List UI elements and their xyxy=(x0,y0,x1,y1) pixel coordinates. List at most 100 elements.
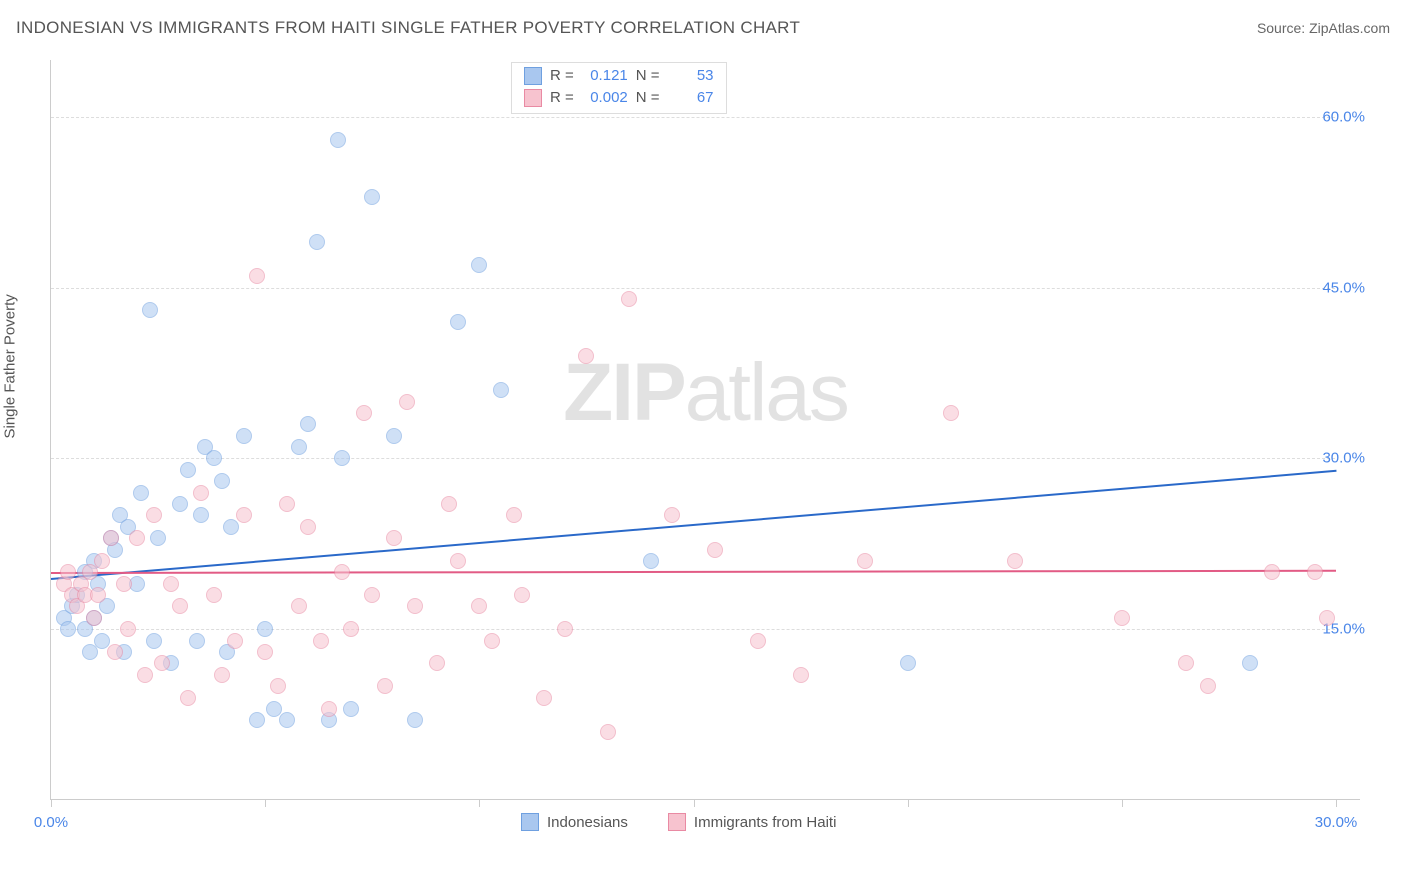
data-point xyxy=(133,485,149,501)
data-point xyxy=(300,416,316,432)
data-point xyxy=(857,553,873,569)
legend-swatch-blue-icon xyxy=(521,813,539,831)
data-point xyxy=(643,553,659,569)
data-point xyxy=(116,576,132,592)
data-point xyxy=(206,450,222,466)
data-point xyxy=(214,667,230,683)
data-point xyxy=(407,712,423,728)
data-point xyxy=(1200,678,1216,694)
data-point xyxy=(514,587,530,603)
data-point xyxy=(270,678,286,694)
data-point xyxy=(146,507,162,523)
data-point xyxy=(399,394,415,410)
data-point xyxy=(120,621,136,637)
data-point xyxy=(356,405,372,421)
data-point xyxy=(309,234,325,250)
x-tick xyxy=(265,799,266,807)
y-tick-label: 60.0% xyxy=(1322,108,1365,125)
data-point xyxy=(279,712,295,728)
legend-n-label: N = xyxy=(636,87,660,109)
data-point xyxy=(441,496,457,512)
data-point xyxy=(137,667,153,683)
legend-r-label: R = xyxy=(550,65,574,87)
data-point xyxy=(236,507,252,523)
data-point xyxy=(257,644,273,660)
data-point xyxy=(163,576,179,592)
x-tick-label: 30.0% xyxy=(1315,814,1358,831)
data-point xyxy=(1319,610,1335,626)
source-name: ZipAtlas.com xyxy=(1309,20,1390,36)
data-point xyxy=(180,462,196,478)
data-point xyxy=(129,530,145,546)
data-point xyxy=(146,633,162,649)
x-tick xyxy=(1122,799,1123,807)
source-label: Source: xyxy=(1257,20,1305,36)
legend-row-haiti: R = 0.002 N = 67 xyxy=(524,87,714,109)
data-point xyxy=(1307,564,1323,580)
legend-row-indonesians: R = 0.121 N = 53 xyxy=(524,65,714,87)
data-point xyxy=(621,291,637,307)
legend-r-value-1: 0.002 xyxy=(582,87,628,109)
data-point xyxy=(90,587,106,603)
data-point xyxy=(227,633,243,649)
legend-label-0: Indonesians xyxy=(547,814,628,831)
data-point xyxy=(1242,655,1258,671)
data-point xyxy=(386,428,402,444)
data-point xyxy=(664,507,680,523)
gridline xyxy=(51,458,1335,459)
data-point xyxy=(471,257,487,273)
data-point xyxy=(536,690,552,706)
data-point xyxy=(377,678,393,694)
chart-source: Source: ZipAtlas.com xyxy=(1257,20,1390,36)
data-point xyxy=(600,724,616,740)
trendline xyxy=(51,570,1336,574)
data-point xyxy=(150,530,166,546)
data-point xyxy=(180,690,196,706)
data-point xyxy=(343,701,359,717)
gridline xyxy=(51,288,1335,289)
legend-label-1: Immigrants from Haiti xyxy=(694,814,837,831)
data-point xyxy=(86,610,102,626)
x-tick xyxy=(694,799,695,807)
data-point xyxy=(330,132,346,148)
data-point xyxy=(1114,610,1130,626)
data-point xyxy=(506,507,522,523)
y-tick-label: 45.0% xyxy=(1322,279,1365,296)
data-point xyxy=(172,496,188,512)
data-point xyxy=(364,587,380,603)
data-point xyxy=(214,473,230,489)
data-point xyxy=(450,314,466,330)
trendline xyxy=(51,470,1336,580)
data-point xyxy=(450,553,466,569)
data-point xyxy=(291,439,307,455)
chart-header: INDONESIAN VS IMMIGRANTS FROM HAITI SING… xyxy=(16,18,1390,38)
data-point xyxy=(236,428,252,444)
y-tick-label: 30.0% xyxy=(1322,450,1365,467)
data-point xyxy=(193,485,209,501)
data-point xyxy=(82,644,98,660)
data-point xyxy=(279,496,295,512)
legend-n-label: N = xyxy=(636,65,660,87)
x-tick-label: 0.0% xyxy=(34,814,68,831)
legend-swatch-pink xyxy=(524,89,542,107)
chart-container: ZIPatlas R = 0.121 N = 53 R = 0.002 N = … xyxy=(50,60,1360,830)
data-point xyxy=(707,542,723,558)
legend-correlation: R = 0.121 N = 53 R = 0.002 N = 67 xyxy=(511,62,727,114)
data-point xyxy=(206,587,222,603)
data-point xyxy=(900,655,916,671)
data-point xyxy=(189,633,205,649)
data-point xyxy=(334,450,350,466)
plot-area: ZIPatlas R = 0.121 N = 53 R = 0.002 N = … xyxy=(50,60,1360,800)
legend-n-value-1: 67 xyxy=(668,87,714,109)
data-point xyxy=(60,621,76,637)
data-point xyxy=(193,507,209,523)
watermark: ZIPatlas xyxy=(563,346,848,440)
data-point xyxy=(750,633,766,649)
x-tick xyxy=(479,799,480,807)
data-point xyxy=(1178,655,1194,671)
data-point xyxy=(386,530,402,546)
data-point xyxy=(471,598,487,614)
x-tick xyxy=(1336,799,1337,807)
data-point xyxy=(1007,553,1023,569)
data-point xyxy=(223,519,239,535)
